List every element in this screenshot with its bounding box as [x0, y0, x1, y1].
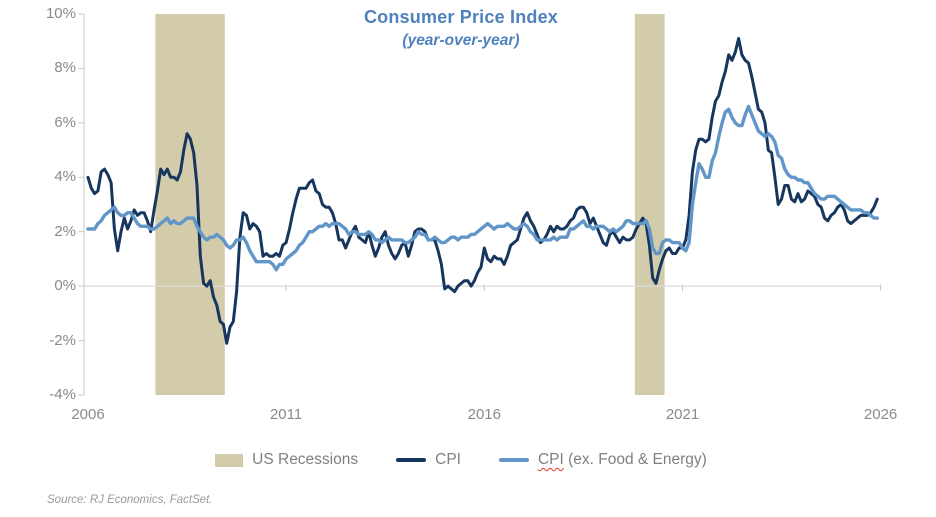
x-axis-tick-label: 2016 — [467, 406, 501, 423]
chart-subtitle: (year-over-year) — [402, 32, 520, 49]
legend-item-core-cpi: CPI (ex. Food & Energy) — [498, 451, 707, 469]
x-axis-tick-label: 2021 — [665, 406, 700, 423]
x-axis-tick-label: 2006 — [71, 406, 105, 423]
cpi-swatch — [396, 457, 427, 463]
legend-label-core-squiggled: CPI — [537, 451, 564, 468]
recession-swatch — [215, 453, 244, 467]
y-axis-tick-label: 2% — [54, 222, 76, 240]
legend-label-core-rest: (ex. Food & Energy) — [563, 451, 707, 468]
core-cpi-line — [86, 104, 879, 272]
source-note: Source: RJ Economics, FactSet. — [47, 494, 213, 506]
legend-label-cpi: CPI — [435, 451, 461, 468]
x-axis-tick-label: 2011 — [269, 406, 303, 423]
legend-item-recessions: US Recessions — [215, 451, 358, 469]
y-axis-tick-label: 8% — [54, 59, 76, 77]
y-axis-tick-label: 10% — [45, 5, 76, 22]
y-axis-tick-label: -2% — [49, 331, 76, 349]
recession-band — [155, 14, 225, 395]
chart-title: Consumer Price Index — [363, 7, 559, 27]
legend-label-recessions: US Recessions — [252, 451, 359, 468]
y-axis-tick-label: 4% — [54, 168, 76, 186]
y-axis-tick-label: -4% — [49, 386, 76, 403]
recession-band — [634, 14, 665, 395]
y-axis-tick-label: 0% — [54, 277, 76, 295]
legend-label-core: CPI (ex. Food & Energy) — [538, 451, 707, 469]
y-axis-tick-label: 6% — [54, 113, 76, 131]
cpi-line — [86, 37, 879, 345]
legend-item-cpi: CPI — [396, 451, 461, 469]
x-axis-tick-label: 2026 — [863, 406, 898, 423]
core-swatch — [498, 457, 529, 463]
chart-legend: US Recessions CPI CPI (ex. Food & Energy… — [0, 451, 922, 469]
